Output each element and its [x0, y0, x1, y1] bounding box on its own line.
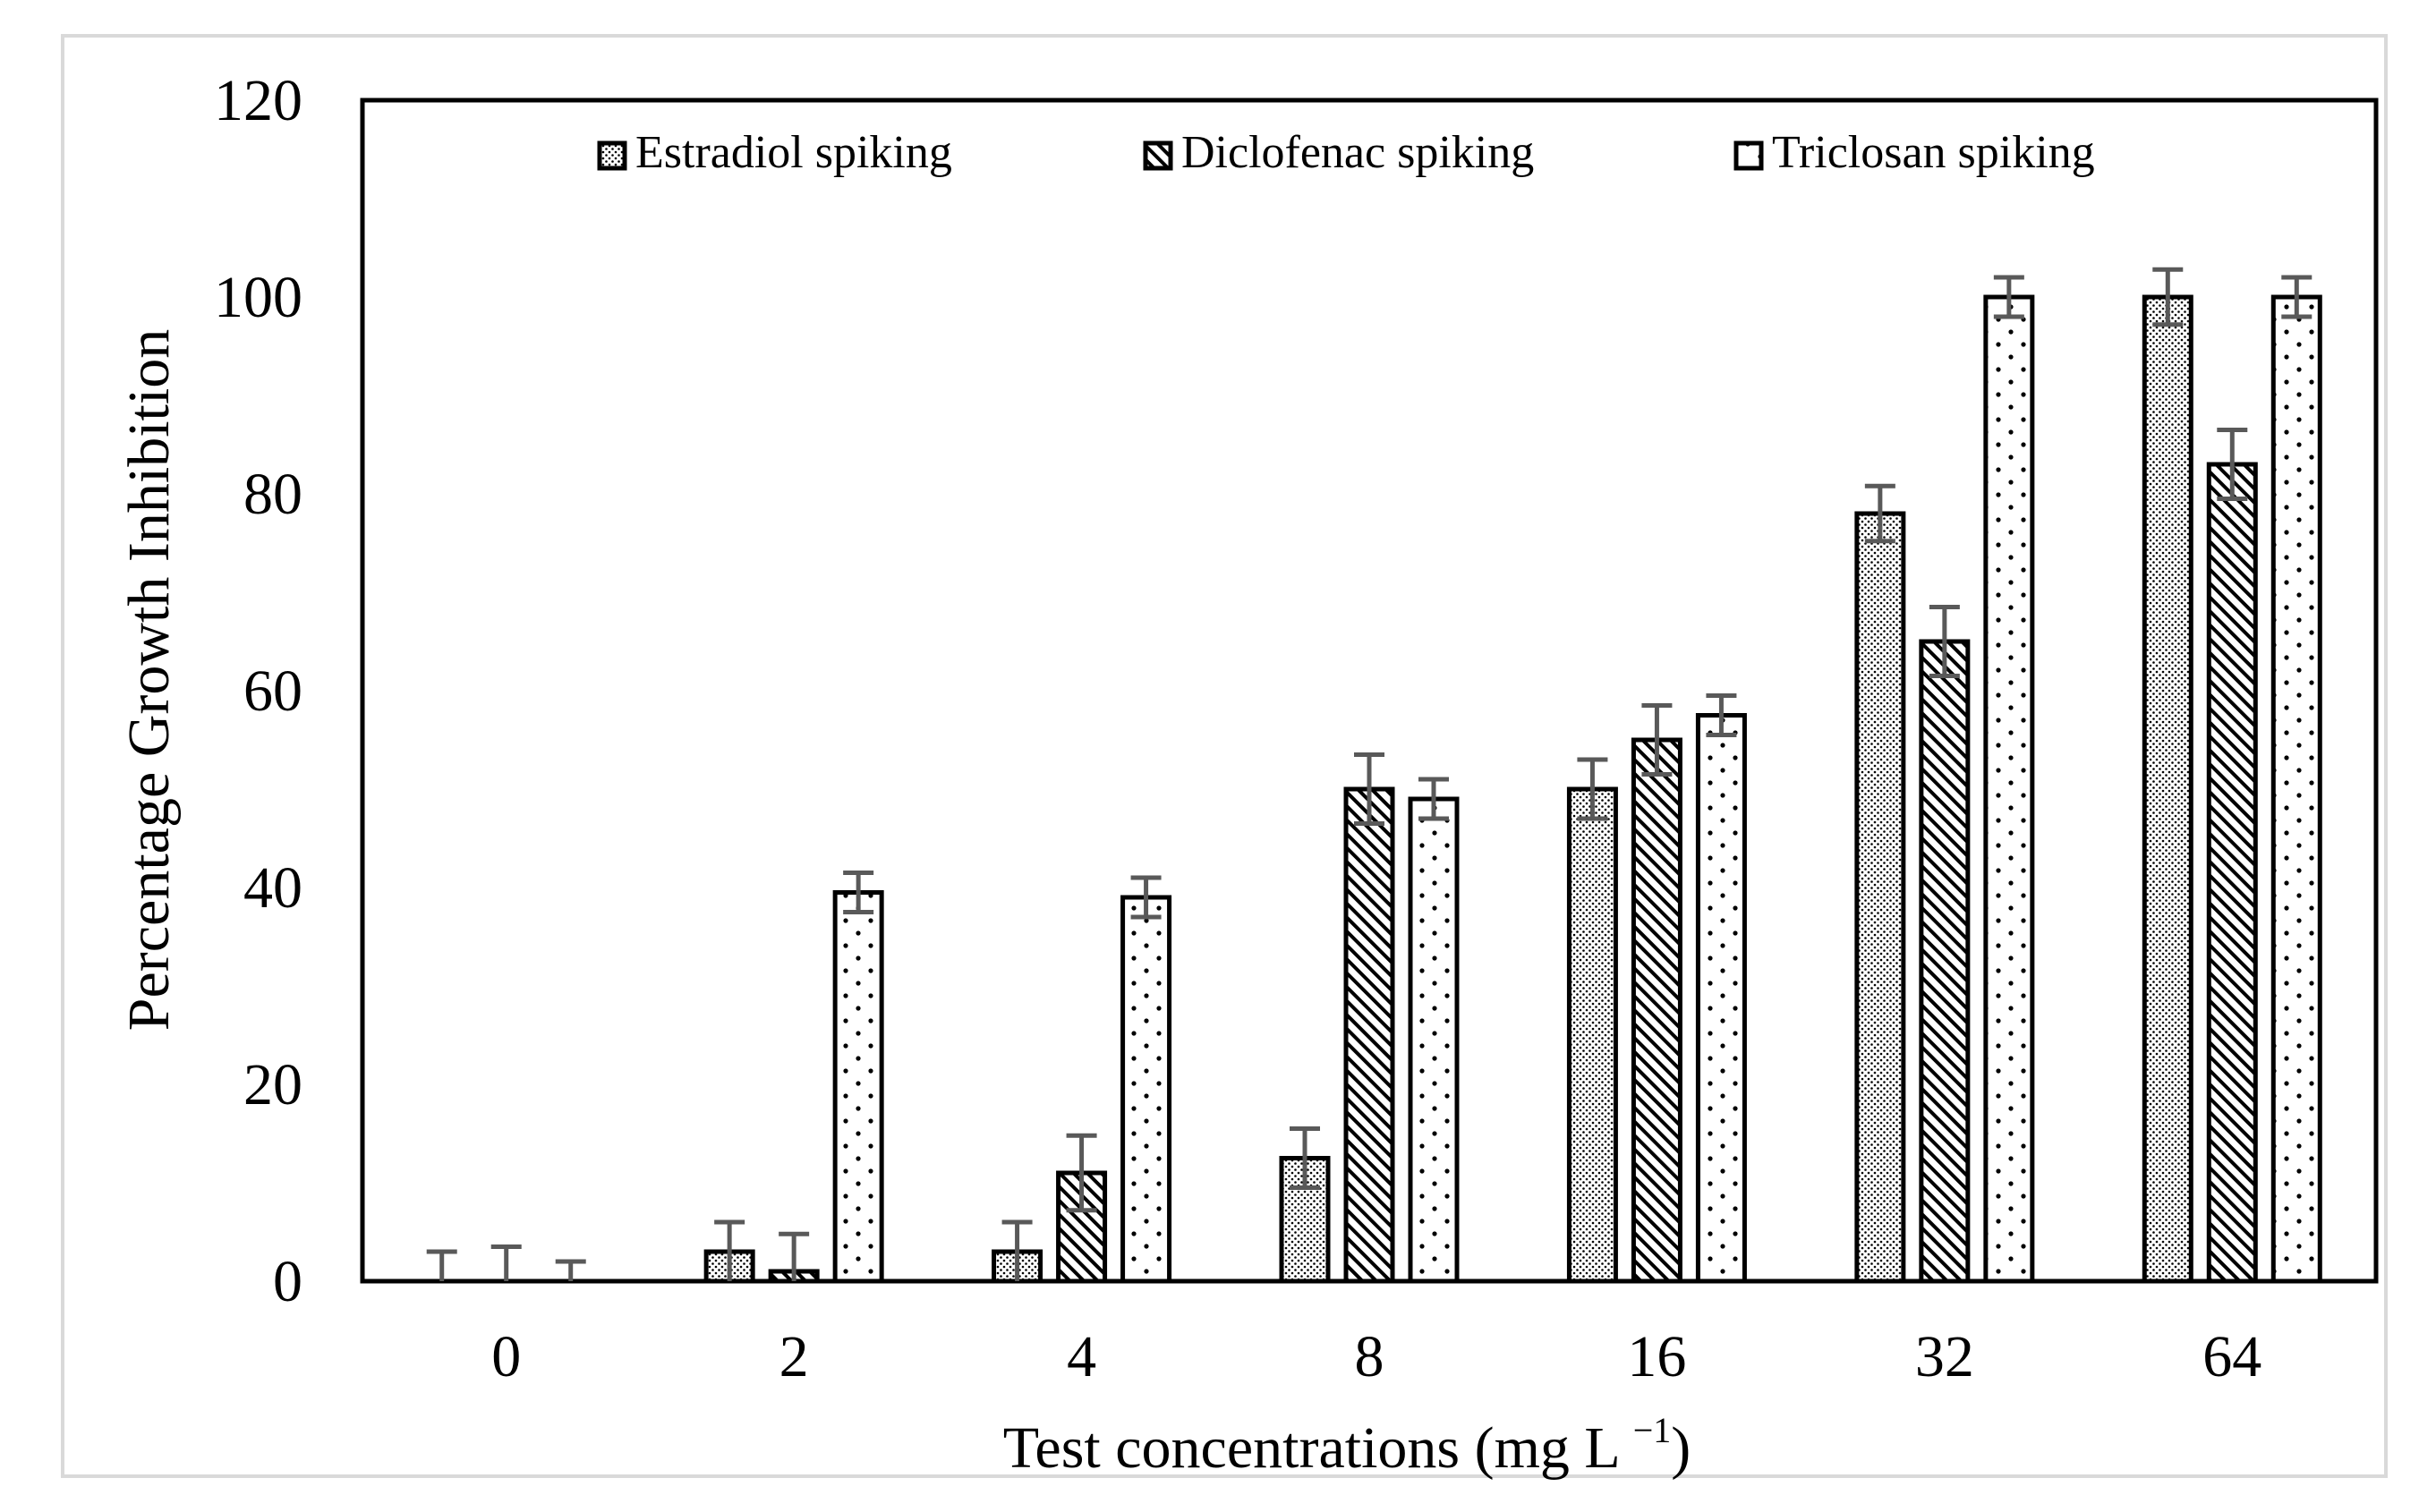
x-tick-label: 8	[1355, 1324, 1384, 1389]
bar-triclosan-spiking	[2270, 294, 2322, 1284]
x-axis-title-exponent: −1	[1633, 1410, 1672, 1450]
bar-triclosan-spiking	[1408, 796, 1460, 1284]
legend: Estradiol spiking Diclofenac spiking Tricl…	[597, 127, 2095, 178]
x-tick-label: 16	[1627, 1324, 1686, 1389]
x-axis-title-text: Test concentrations (mg L	[1003, 1415, 1621, 1481]
x-tick-label: 4	[1067, 1324, 1096, 1389]
y-tick-label: 80	[243, 462, 302, 527]
bar-diclofenac-spiking	[1631, 737, 1682, 1284]
bar-triclosan-spiking	[1983, 294, 2035, 1284]
bar-estradiol-spiking	[1566, 786, 1618, 1284]
bar-triclosan-spiking	[1120, 895, 1172, 1284]
x-tick-label: 0	[491, 1324, 521, 1389]
legend-swatch	[1143, 140, 1173, 171]
legend-label: Estradiol spiking	[635, 127, 952, 178]
bar-triclosan-spiking	[832, 890, 884, 1284]
legend-swatch	[1733, 140, 1764, 171]
figure-frame	[61, 34, 2388, 1478]
legend-swatch	[597, 140, 627, 171]
x-tick-label: 2	[779, 1324, 809, 1389]
legend-label: Diclofenac spiking	[1181, 127, 1534, 178]
bar-triclosan-spiking	[1695, 713, 1747, 1284]
y-tick-label: 120	[214, 68, 302, 133]
y-tick-label: 0	[273, 1249, 302, 1314]
y-tick-label: 20	[243, 1052, 302, 1117]
y-tick-label: 100	[214, 265, 302, 330]
y-tick-label: 40	[243, 855, 302, 921]
bar-diclofenac-spiking	[1919, 639, 1971, 1284]
x-axis-title: Test concentrations (mg L −1)	[1003, 1410, 1691, 1481]
bar-diclofenac-spiking	[1343, 786, 1395, 1284]
y-tick-label: 60	[243, 658, 302, 724]
bar-diclofenac-spiking	[2206, 462, 2258, 1284]
x-tick-label: 64	[2202, 1324, 2261, 1389]
bar-estradiol-spiking	[1854, 511, 1906, 1284]
x-axis-title-suffix: )	[1671, 1415, 1691, 1481]
legend-label: Triclosan spiking	[1772, 127, 2095, 178]
y-axis-title: Percentage Growth Inhibition	[116, 329, 182, 1031]
bar-estradiol-spiking	[2142, 294, 2193, 1284]
x-tick-label: 32	[1915, 1324, 1974, 1389]
